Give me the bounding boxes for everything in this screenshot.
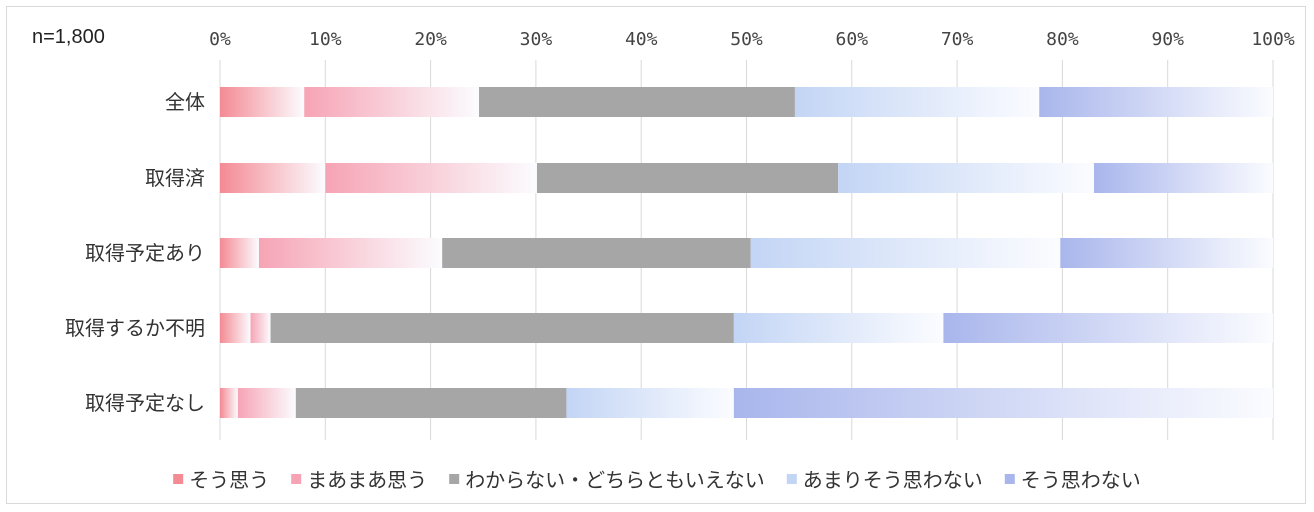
bar-segment xyxy=(838,163,1094,193)
category-label: 取得予定あり xyxy=(85,241,205,265)
x-tick-label: 30% xyxy=(520,29,553,50)
legend-swatch xyxy=(173,474,184,484)
bar-segment xyxy=(733,313,944,343)
legend-label: そう思う xyxy=(189,468,269,492)
chart-frame xyxy=(6,6,1306,504)
sample-size-label: n=1,800 xyxy=(32,26,105,48)
category-label: 全体 xyxy=(165,90,205,114)
bar-segment xyxy=(1093,163,1273,193)
bar-segment xyxy=(258,238,443,268)
x-tick-label: 20% xyxy=(414,29,447,50)
legend-label: そう思わない xyxy=(1021,468,1141,492)
x-tick-label: 100% xyxy=(1251,29,1295,50)
bar-segment xyxy=(295,388,567,418)
legend-swatch xyxy=(291,474,302,484)
bar-segment xyxy=(566,388,734,418)
bar-segment xyxy=(1039,87,1273,117)
legend-swatch xyxy=(449,474,460,484)
bar-segment xyxy=(943,313,1273,343)
legend-swatch xyxy=(786,474,797,484)
x-axis-ticks: 0% 10% 20% 30% 40% 50% 60% 70% 80% 90% 100% xyxy=(209,29,1295,50)
bar-segment xyxy=(794,87,1040,117)
x-tick-label: 50% xyxy=(730,29,763,50)
x-tick-label: 10% xyxy=(309,29,342,50)
bar-segment xyxy=(237,388,296,418)
bar-segment xyxy=(442,238,751,268)
category-label: 取得予定なし xyxy=(85,391,205,415)
bar-segment xyxy=(536,163,839,193)
bars xyxy=(220,87,1273,418)
category-label: 取得するか不明 xyxy=(65,316,205,340)
bar-segment xyxy=(220,163,326,193)
x-tick-label: 80% xyxy=(1046,29,1079,50)
bar-segment xyxy=(1060,238,1273,268)
x-tick-label: 0% xyxy=(209,29,231,50)
bar-segment xyxy=(304,87,480,117)
x-tick-label: 60% xyxy=(836,29,869,50)
bar-segment xyxy=(220,238,259,268)
bar-segment xyxy=(220,388,238,418)
bar-segment xyxy=(325,163,537,193)
bar-segment xyxy=(220,313,251,343)
legend-label: あまりそう思わない xyxy=(803,468,983,492)
legend-label: わからない・どちらともいえない xyxy=(465,468,765,492)
x-tick-label: 90% xyxy=(1151,29,1184,50)
legend: そう思う まあまあ思う わからない・どちらともいえない あまりそう思わない そう思わない xyxy=(173,468,1141,492)
legend-label: まあまあ思う xyxy=(307,468,427,492)
category-label: 取得済 xyxy=(145,166,205,190)
legend-swatch xyxy=(1004,474,1015,484)
bar-segment xyxy=(750,238,1061,268)
bar-segment xyxy=(479,87,795,117)
bar-segment xyxy=(220,87,305,117)
x-tick-label: 70% xyxy=(941,29,974,50)
bar-segment xyxy=(250,313,271,343)
bar-segment xyxy=(733,388,1273,418)
bar-segment xyxy=(270,313,734,343)
x-tick-label: 40% xyxy=(625,29,658,50)
